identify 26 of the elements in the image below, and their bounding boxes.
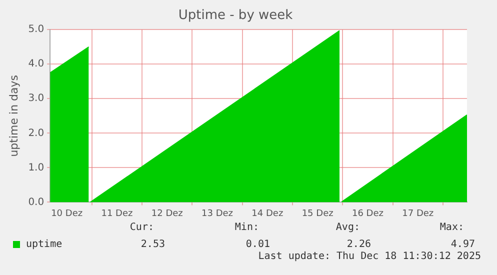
legend-label: uptime	[26, 239, 62, 250]
text: 4.97	[450, 239, 475, 250]
text: Min:	[234, 222, 259, 233]
text: Last update: Thu Dec 18 11:30:12 2025	[258, 251, 481, 262]
y-tick-label: 2.0	[28, 128, 44, 139]
x-tick-label: 15 Dez	[302, 208, 334, 219]
x-tick-label: 11 Dez	[101, 208, 133, 219]
x-tick-label: 17 Dez	[402, 208, 434, 219]
chart-title: Uptime - by week	[178, 8, 294, 24]
text: Avg:	[336, 222, 360, 233]
y-tick-label: 5.0	[28, 24, 44, 36]
y-axis-title: uptime in days	[7, 74, 20, 157]
x-tick-label: 16 Dez	[352, 208, 384, 219]
text: 2.26	[346, 239, 371, 250]
y-tick-label: 4.0	[28, 58, 44, 70]
x-tick-label: 13 Dez	[202, 208, 234, 219]
y-tick-label: 3.0	[28, 93, 44, 104]
text: Max:	[440, 222, 464, 233]
text: 2.53	[140, 239, 165, 250]
x-tick-label: 14 Dez	[252, 208, 284, 219]
x-tick-label: 12 Dez	[151, 208, 184, 219]
y-tick-label: 0.0	[28, 196, 44, 208]
text: 0.01	[246, 239, 270, 250]
y-tick-label: 1.0	[28, 162, 44, 174]
text: Cur:	[130, 222, 154, 233]
x-tick-label: 10 Dez	[51, 208, 83, 219]
